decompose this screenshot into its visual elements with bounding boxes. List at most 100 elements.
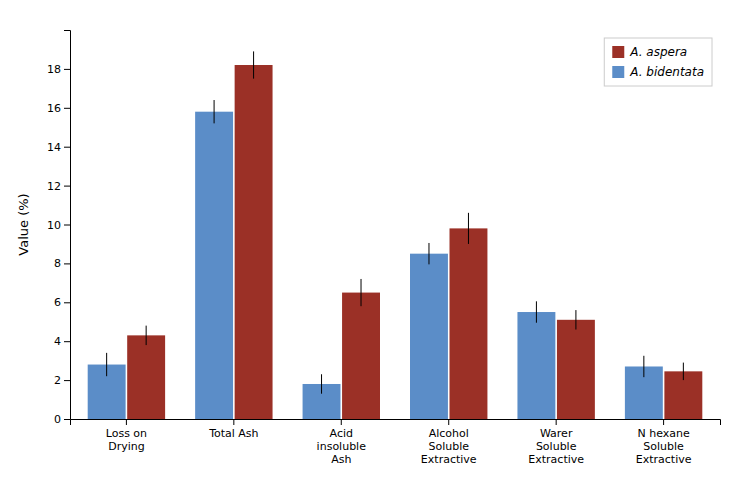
x-tick-mark [448,419,449,425]
x-tick-label-line: Soluble [428,440,469,453]
legend-box [604,38,712,86]
y-tick: 12 [47,180,70,193]
x-tick-label: Loss onDrying [106,427,147,453]
y-tick: 0 [54,413,70,426]
y-axis: 0 2 4 6 8 10 12 14 16 18 [47,31,71,427]
y-tick-mark [64,147,70,148]
y-tick-label: 8 [54,257,61,270]
y-tick: 18 [47,63,70,76]
error-bars [107,100,644,394]
y-tick-mark [64,108,70,109]
x-tick-label-line: Drying [108,440,145,453]
bars [88,51,703,419]
x-tick-label-line: Acid [330,427,353,440]
y-tick-label: 2 [54,374,61,387]
y-tick: 6 [54,296,70,309]
legend-label: A. aspera [629,45,687,59]
error-bar [575,310,576,329]
bar [557,320,595,419]
bar [517,312,555,419]
series [88,112,663,419]
x-tick-label: WarerSolubleExtractive [528,427,584,466]
error-bar [146,326,147,345]
y-tick: 10 [47,219,70,232]
y-tick: 2 [54,374,70,387]
y-tick-mark [64,186,70,187]
legend-item: A. aspera [612,45,687,59]
x-tick-mark [556,419,557,425]
error-bar [361,279,362,306]
y-axis-title: Value (%) [16,193,31,255]
bar [127,335,165,419]
x-tick-label-line: Extractive [636,453,692,466]
x-tick-label-line: Soluble [536,440,577,453]
y-tick: 4 [54,335,70,348]
bar [342,293,380,419]
y-tick-label: 6 [54,296,61,309]
y-tick: 8 [54,257,70,270]
bar [195,112,233,419]
chart: Loss onDrying Total Ash AcidinsolubleAsh Al… [0,0,750,499]
legend-swatch [612,66,624,78]
x-tick-label: N hexaneSolubleExtractive [636,427,692,466]
error-bar [536,301,537,322]
error-bar [214,100,215,123]
y-tick-mark [64,341,70,342]
y-tick-label: 10 [47,219,61,232]
y-tick-mark [64,302,70,303]
y-tick-mark [64,69,70,70]
x-tick-label-line: Warer [540,427,573,440]
y-tick: 14 [47,141,70,154]
plot: Loss onDrying Total Ash AcidinsolubleAsh Al… [47,31,721,467]
y-tick-label: 0 [54,413,61,426]
y-tick-label: 18 [47,63,61,76]
x-tick: Total Ash [208,419,258,440]
legend: A. aspera A. bidentata [604,38,712,86]
x-tick: AcidinsolubleAsh [317,419,367,466]
error-bar [321,374,322,393]
x-tick-mark [233,419,234,425]
bar [235,65,273,419]
x-tick-mark [341,419,342,425]
legend-item: A. bidentata [612,65,704,79]
x-tick-label-line: Extractive [421,453,477,466]
legend-swatch [612,46,624,58]
x-tick-label-line: Alcohol [429,427,469,440]
x-tick-label-line: Soluble [643,440,684,453]
error-bar [683,363,684,381]
x-tick-label-line: Loss on [106,427,147,440]
y-tick: 16 [47,102,70,115]
y-tick-mark [64,263,70,264]
y-tick-label: 4 [54,335,61,348]
error-bar [643,356,644,377]
series [127,65,702,419]
y-tick-mark [64,380,70,381]
x-tick: AlcoholSolubleExtractive [421,419,477,466]
x-axis: Loss onDrying Total Ash AcidinsolubleAsh Al… [71,419,721,466]
bar [410,254,448,419]
y-tick-label: 16 [47,102,61,115]
x-tick-label-line: Total Ash [208,427,258,440]
x-tick: WarerSolubleExtractive [528,419,584,466]
x-tick-label: AlcoholSolubleExtractive [421,427,477,466]
y-tick-label: 12 [47,180,61,193]
x-tick: Loss onDrying [106,419,147,453]
y-tick-mark [64,419,70,420]
x-tick-label-line: N hexane [637,427,689,440]
error-bar [468,213,469,244]
x-tick-label: Total Ash [208,427,258,440]
x-tick-label: AcidinsolubleAsh [317,427,367,466]
x-tick-label-line: Extractive [528,453,584,466]
y-axis-line [64,31,71,420]
x-tick-mark [663,419,664,425]
x-tick-mark [126,419,127,425]
error-bars [146,51,683,380]
error-bar [253,51,254,78]
x-axis-line [71,420,721,426]
x-tick-label-line: insoluble [317,440,367,453]
legend-label: A. bidentata [629,65,704,79]
x-tick: N hexaneSolubleExtractive [636,419,692,466]
y-tick-mark [64,225,70,226]
error-bar [428,243,429,264]
x-tick-label-line: Ash [331,453,351,466]
